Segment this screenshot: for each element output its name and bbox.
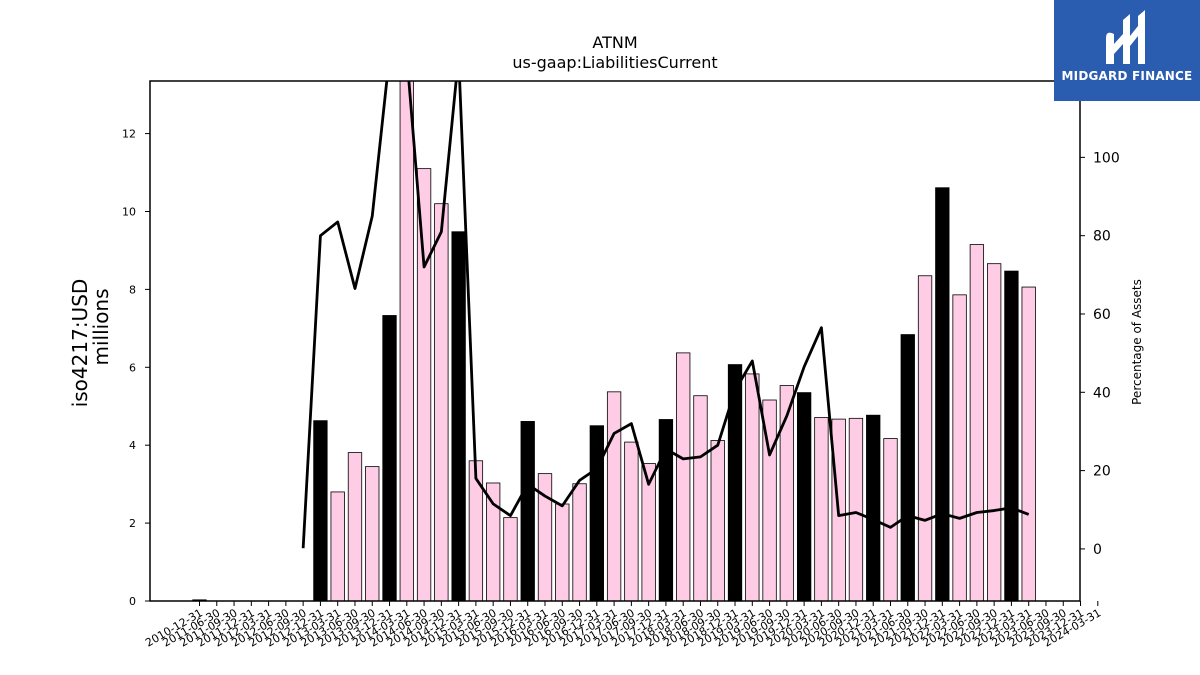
bar — [365, 466, 380, 601]
y-tick-label: 12 — [122, 128, 136, 141]
bar — [727, 364, 743, 601]
y2-tick-label: 0 — [1093, 542, 1102, 558]
bar — [866, 414, 881, 601]
bar — [1021, 286, 1036, 601]
y2-tick-label: 40 — [1093, 385, 1111, 401]
bar — [935, 187, 950, 601]
y2-tick-label: 80 — [1093, 229, 1111, 245]
bar — [900, 334, 915, 601]
bar — [347, 452, 363, 601]
bar — [520, 421, 535, 601]
bar — [399, 81, 414, 601]
bar — [779, 385, 794, 601]
bar — [313, 420, 328, 601]
y-tick-label: 10 — [122, 205, 136, 218]
bar — [917, 275, 933, 601]
chart-title: ATNM — [592, 33, 637, 52]
bar — [434, 203, 449, 601]
brand-name: MIDGARD FINANCE — [1061, 69, 1193, 83]
brand-mark-icon — [1106, 10, 1145, 64]
y2-tick-label: 20 — [1093, 464, 1111, 480]
y-axis-label-line2: millions — [89, 288, 113, 365]
bar — [987, 263, 1002, 601]
bar — [814, 417, 829, 601]
bar — [969, 244, 985, 601]
bar — [952, 294, 967, 601]
bar — [693, 395, 708, 601]
bar — [710, 440, 725, 601]
y-tick-label: 8 — [129, 283, 136, 296]
y-tick-label: 2 — [129, 517, 136, 530]
bar — [537, 473, 553, 601]
bar — [451, 231, 466, 601]
bar — [589, 425, 604, 601]
bar — [1004, 270, 1019, 601]
bar — [416, 168, 432, 601]
bar — [676, 352, 691, 601]
bar — [486, 482, 501, 601]
bar — [555, 503, 570, 601]
bar — [624, 441, 639, 601]
y2-tick-label: 100 — [1093, 150, 1120, 166]
plot-area — [192, 81, 1036, 601]
series-line — [301, 81, 1030, 549]
y-tick-label: 4 — [129, 439, 136, 452]
bar — [330, 491, 345, 601]
bar — [468, 460, 484, 601]
bar — [883, 438, 898, 601]
chart-subtitle: us-gaap:LiabilitiesCurrent — [512, 53, 717, 72]
plot-frame — [149, 80, 1081, 602]
y-axis-label-line1: iso4217:USD — [68, 279, 92, 408]
bar — [848, 417, 864, 601]
bar — [606, 391, 622, 601]
y-tick-label: 0 — [129, 595, 136, 608]
y2-axis-label: Percentage of Assets — [1130, 279, 1144, 405]
bar — [382, 315, 397, 601]
brand-logo: MIDGARD FINANCE — [1054, 0, 1200, 101]
bar — [641, 463, 656, 601]
y2-tick-label: 60 — [1093, 307, 1111, 323]
y-tick-label: 6 — [129, 361, 136, 374]
bar — [745, 373, 760, 601]
bar — [572, 483, 587, 601]
bar — [503, 517, 518, 601]
bar — [796, 392, 812, 601]
bar — [658, 419, 674, 601]
